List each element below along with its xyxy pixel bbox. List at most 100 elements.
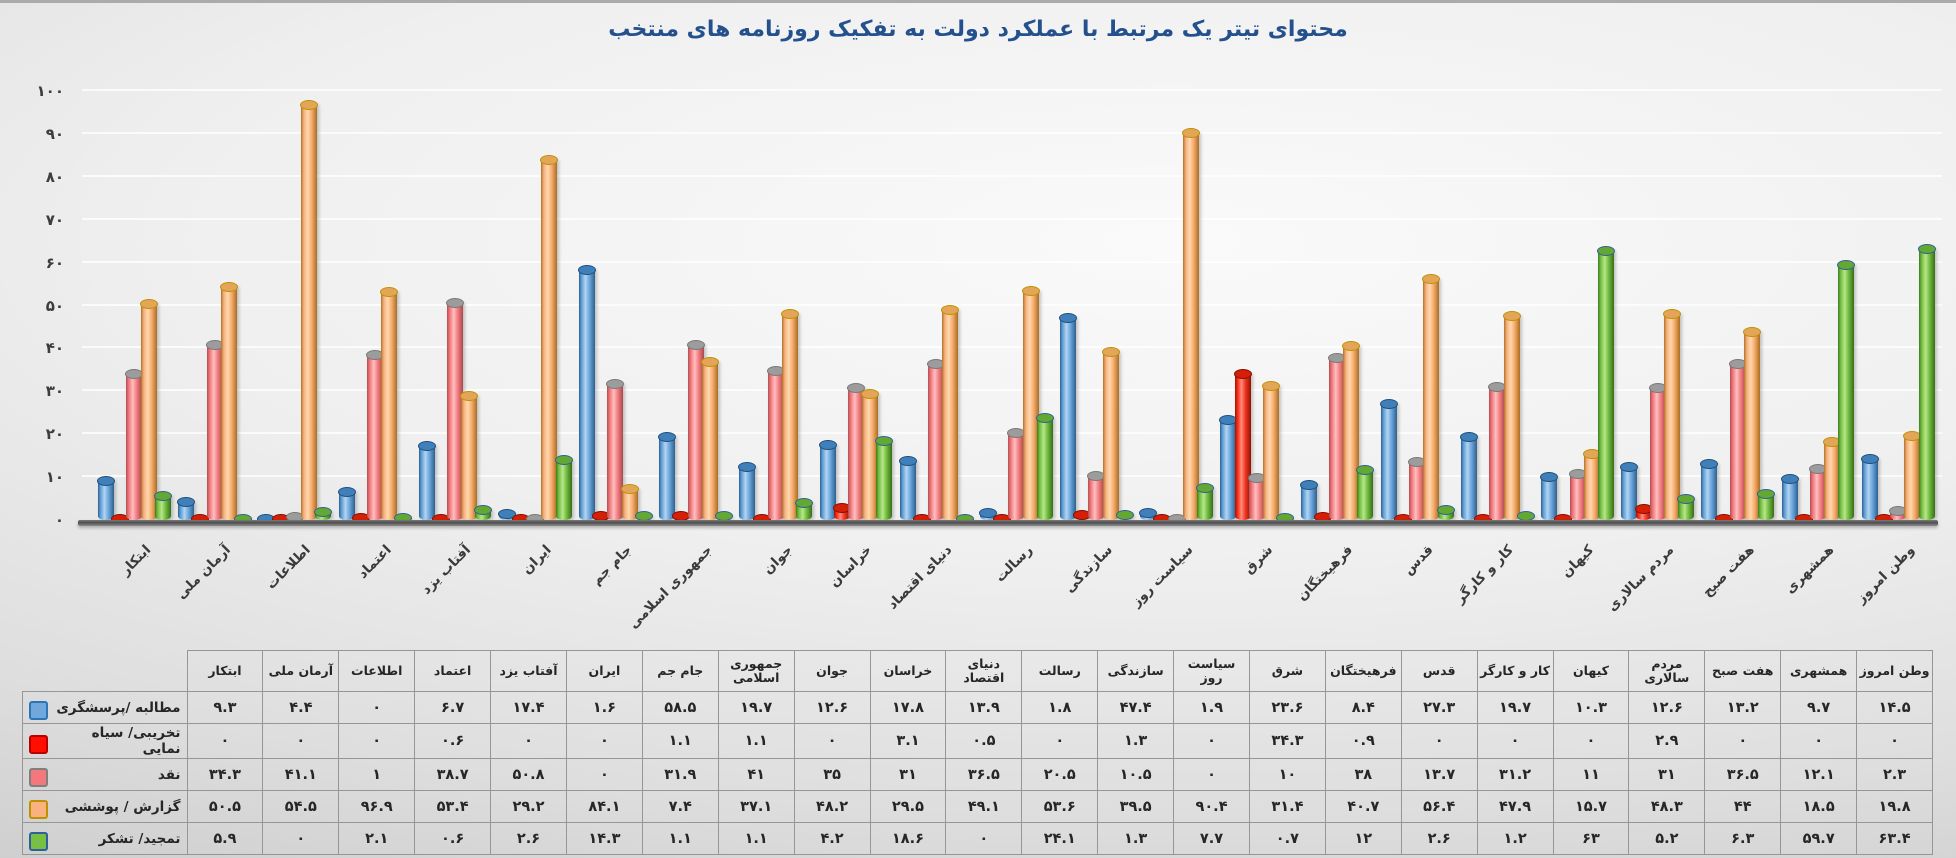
table-value-cell: ۱.۱ — [641, 723, 719, 759]
bar-cap — [1860, 453, 1879, 464]
bar-cap — [1342, 341, 1361, 352]
table-value-cell: ۰.۷ — [1248, 822, 1326, 855]
bar-cap — [846, 383, 865, 394]
table-value-cell: ۹۰.۴ — [1173, 790, 1250, 823]
bar — [474, 504, 493, 520]
table-value-cell: ۰.۶ — [414, 822, 492, 855]
table-value-cell: ۱۷.۴ — [490, 691, 567, 724]
table-value-cell: ۴۴ — [1704, 790, 1782, 823]
bar — [554, 454, 573, 520]
table-value-cell: ۲۳.۶ — [1248, 691, 1326, 724]
bar — [700, 356, 719, 520]
bar — [1196, 482, 1215, 520]
bar-cap — [177, 497, 196, 508]
bar-cap — [153, 490, 172, 501]
bar-cap — [1422, 274, 1441, 285]
table-value-cell: ۷.۷ — [1173, 822, 1250, 855]
table-value-cell: ۲۹.۵ — [869, 790, 947, 823]
table-value-cell: ۱۲ — [1324, 822, 1402, 855]
table-value-cell: ۶.۳ — [1704, 822, 1782, 855]
table-value-cell: ۰ — [1476, 723, 1554, 759]
table-value-cell: ۵۹.۷ — [1780, 822, 1858, 855]
table-value-cell: ۱۴.۵ — [1856, 691, 1933, 724]
table-value-cell: ۰ — [1400, 723, 1478, 759]
bar — [1436, 504, 1455, 520]
bar-cap — [314, 507, 333, 517]
table-header-cell: جوان — [793, 650, 871, 692]
bar-cap — [658, 431, 677, 442]
table-value-cell: ۰ — [1780, 723, 1858, 759]
bar-cap — [1233, 368, 1252, 379]
bar — [540, 155, 559, 520]
bar-cap — [1700, 459, 1719, 470]
table-value-cell: ۱۳.۷ — [1400, 758, 1478, 791]
table-value-cell: ۰ — [793, 723, 871, 759]
bar-cap — [1459, 431, 1478, 442]
bar-cap — [1139, 507, 1158, 518]
table-value-cell: ۱۸.۵ — [1780, 790, 1858, 823]
bar — [125, 368, 144, 520]
table-value-cell: ۳۷.۱ — [717, 790, 795, 823]
table-value-cell: ۳۹.۵ — [1097, 790, 1175, 823]
table-value-cell: ۱.۳ — [1097, 723, 1175, 759]
table-value-cell: ۱۰.۵ — [1097, 758, 1175, 791]
table-value-cell: ۴.۴ — [262, 691, 340, 724]
bar — [139, 299, 158, 520]
table-value-cell: ۰ — [262, 723, 340, 759]
table-value-cell: ۳۴.۳ — [1248, 723, 1326, 759]
bar — [1596, 245, 1615, 520]
table-value-cell: ۲.۱ — [338, 822, 416, 855]
table-value-cell: ۴۷.۹ — [1476, 790, 1554, 823]
table-value-cell: ۱۴.۳ — [565, 822, 643, 855]
table-value-cell: ۵۰.۸ — [490, 758, 567, 791]
table-value-cell: ۰ — [1173, 758, 1250, 791]
table-value-cell: ۳۴.۳ — [186, 758, 264, 791]
legend-cell: نقد — [22, 758, 188, 791]
y-tick-label: ۲۰ — [45, 425, 64, 444]
table-row: مطالبه /پرسشگری ۹.۳ ۴.۴ ۰ ۶.۷ ۱۷.۴ ۱.۶ ۵۸.۵ ۱۹.۷… — [22, 691, 1933, 724]
plot-area — [82, 89, 1942, 524]
bar — [1757, 488, 1776, 520]
bar-cap — [875, 436, 894, 447]
bar — [1837, 259, 1856, 520]
table-header-cell: آفتاب یزد — [490, 650, 567, 692]
bar — [875, 436, 894, 520]
bar — [1379, 398, 1398, 520]
table-header-cell: کیهان — [1552, 650, 1630, 692]
y-axis: ۰ ۱۰ ۲۰ ۳۰ ۴۰ ۵۰ ۶۰ ۷۰ ۸۰ ۹۰ ۱۰۰ — [0, 82, 64, 529]
bar — [1342, 341, 1361, 520]
bar-cap — [1757, 488, 1776, 499]
table-value-cell: ۰ — [945, 822, 1023, 855]
bar — [219, 282, 238, 520]
table-value-cell: ۸۴.۱ — [565, 790, 643, 823]
legend-swatch-icon — [29, 734, 48, 754]
table-value-cell: ۱.۱ — [717, 723, 795, 759]
bar-cap — [978, 508, 997, 519]
table-value-cell: ۳۸.۷ — [414, 758, 492, 791]
table-value-cell: ۳۶.۵ — [945, 758, 1023, 791]
table-corner-cell — [23, 651, 188, 692]
bar — [846, 383, 865, 520]
bar-cap — [1379, 398, 1398, 409]
bar — [795, 497, 814, 520]
bar — [1743, 327, 1762, 520]
y-tick-label: ۱۰ — [45, 468, 64, 487]
table-value-cell: ۴۷.۴ — [1097, 691, 1175, 724]
table-header-cell: اطلاعات — [338, 650, 416, 692]
table-value-cell: ۱.۶ — [565, 691, 643, 724]
table-value-cell: ۱۲.۱ — [1780, 758, 1858, 791]
table-value-cell: ۱۲.۶ — [1628, 691, 1706, 724]
table-value-cell: ۰ — [1021, 723, 1099, 759]
table-value-cell: ۹۶.۹ — [338, 790, 416, 823]
table-value-cell: ۱.۱ — [641, 822, 719, 855]
bar — [861, 389, 880, 520]
table-header-cell: فرهیختگان — [1324, 650, 1402, 692]
table-value-cell: ۱۹.۷ — [717, 691, 795, 724]
table-value-cell: ۷.۴ — [641, 790, 719, 823]
grid-line — [82, 389, 1942, 392]
table-header-cell: رسالت — [1021, 650, 1099, 692]
table-value-cell: ۰.۶ — [414, 723, 492, 759]
y-tick-label: ۳۰ — [45, 382, 64, 401]
bar-cap — [1035, 412, 1054, 423]
table-value-cell: ۱۸.۶ — [869, 822, 947, 855]
